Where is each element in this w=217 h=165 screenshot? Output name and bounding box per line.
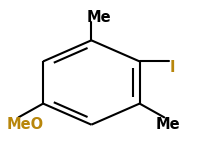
Text: MeO: MeO — [7, 117, 44, 132]
Text: I: I — [169, 60, 175, 75]
Text: Me: Me — [156, 117, 180, 132]
Text: Me: Me — [87, 10, 111, 25]
